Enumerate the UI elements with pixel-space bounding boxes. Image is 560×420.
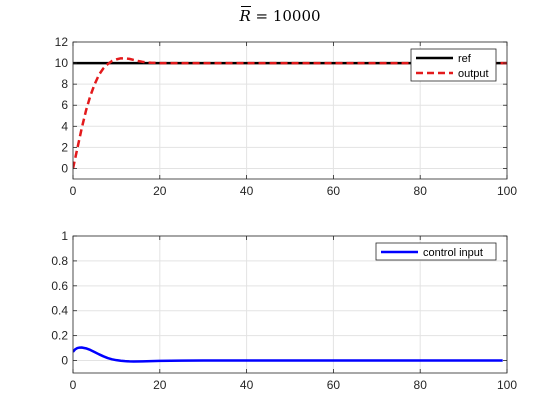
series-line-control-input (73, 346, 503, 363)
y-tick-label: 0.6 (51, 279, 68, 293)
legend-label: output (458, 68, 489, 80)
bottom-plot: 0 20 40 60 80 100 0 0.2 0.4 0.6 0.8 1 control input (51, 229, 517, 392)
title-rest: = 10000 (251, 7, 321, 25)
x-tick-label: 100 (497, 378, 517, 392)
x-tick-label: 60 (327, 184, 341, 198)
x-tick-label: 100 (497, 184, 517, 198)
legend-box (375, 242, 497, 261)
axes-box (72, 235, 508, 374)
legend-box (410, 48, 497, 82)
y-tick-label: 0 (61, 354, 68, 368)
title-symbol: R (238, 7, 250, 25)
x-tick-label: 80 (414, 184, 428, 198)
y-tick-label: 2 (61, 140, 68, 154)
x-tick-label: 80 (414, 378, 428, 392)
chart-title: R = 10000 (238, 7, 320, 25)
x-tick-label: 40 (240, 184, 254, 198)
legend: control input (375, 242, 497, 261)
y-tick-label: 8 (61, 77, 68, 91)
legend-label: control input (423, 247, 483, 259)
y-tick-label: 0.2 (51, 329, 68, 343)
legend-label: ref (458, 53, 472, 65)
y-tick-label: 10 (55, 56, 69, 70)
y-tick-label: 6 (61, 98, 68, 112)
x-tick-label: 0 (70, 184, 77, 198)
series-group (73, 346, 503, 363)
x-tick-label: 60 (327, 378, 341, 392)
axes-box (72, 41, 508, 180)
x-tick-label: 20 (153, 184, 167, 198)
y-tick-label: 12 (55, 35, 69, 49)
top-plot: 0 20 40 60 80 100 0 2 4 6 8 10 12 ref output (55, 35, 518, 198)
legend: ref output (410, 48, 497, 82)
y-tick-label: 1 (61, 229, 68, 243)
x-tick-label: 0 (70, 378, 77, 392)
y-tick-label: 4 (61, 119, 68, 133)
x-tick-label: 20 (153, 378, 167, 392)
y-tick-label: 0.8 (51, 254, 68, 268)
series-line-output (73, 57, 507, 169)
x-tick-label: 40 (240, 378, 254, 392)
y-tick-label: 0.4 (51, 304, 68, 318)
y-tick-label: 0 (61, 161, 68, 175)
